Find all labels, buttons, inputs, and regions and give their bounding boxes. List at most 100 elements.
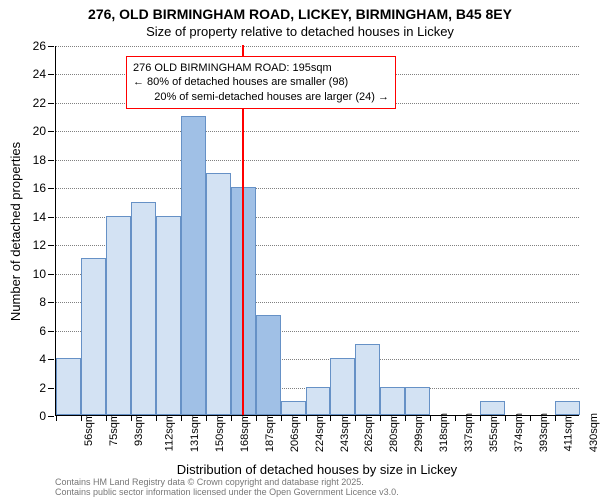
chart-container: 276, OLD BIRMINGHAM ROAD, LICKEY, BIRMIN…: [0, 0, 600, 500]
y-tick-label: 2: [39, 381, 46, 395]
x-tick-label: 393sqm: [538, 413, 550, 452]
x-tick: [480, 415, 481, 421]
histogram-bar: [256, 315, 281, 415]
x-tick-label: 262sqm: [364, 413, 376, 452]
x-tick-label: 355sqm: [488, 413, 500, 452]
x-tick: [81, 415, 82, 421]
chart-title-line1: 276, OLD BIRMINGHAM ROAD, LICKEY, BIRMIN…: [0, 6, 600, 22]
y-tick: [48, 46, 54, 47]
x-tick: [106, 415, 107, 421]
y-tick-label: 6: [39, 324, 46, 338]
y-tick-label: 12: [33, 238, 46, 252]
annotation-line: 276 OLD BIRMINGHAM ROAD: 195sqm: [133, 61, 389, 75]
x-tick-label: 318sqm: [438, 413, 450, 452]
y-tick: [48, 103, 54, 104]
y-tick: [48, 359, 54, 360]
gridline: [56, 131, 579, 132]
annotation-line: 20% of semi-detached houses are larger (…: [133, 90, 389, 104]
x-tick-label: 243sqm: [339, 413, 351, 452]
x-tick: [181, 415, 182, 421]
gridline: [56, 46, 579, 47]
x-tick: [380, 415, 381, 421]
x-tick: [306, 415, 307, 421]
x-tick-label: 374sqm: [513, 413, 525, 452]
x-tick-label: 411sqm: [562, 413, 574, 451]
annotation-box: 276 OLD BIRMINGHAM ROAD: 195sqm← 80% of …: [126, 56, 396, 109]
y-tick: [48, 416, 54, 417]
y-tick: [48, 302, 54, 303]
x-tick: [231, 415, 232, 421]
x-tick-label: 430sqm: [588, 413, 600, 452]
x-tick: [530, 415, 531, 421]
x-tick-label: 168sqm: [239, 413, 251, 452]
y-tick: [48, 217, 54, 218]
footer-attribution: Contains HM Land Registry data © Crown c…: [55, 478, 399, 498]
x-tick-label: 187sqm: [264, 413, 276, 452]
x-tick-label: 93sqm: [133, 413, 145, 446]
x-tick: [555, 415, 556, 421]
histogram-bar: [306, 387, 331, 415]
histogram-bar: [555, 401, 580, 415]
histogram-bar: [405, 387, 430, 415]
x-tick: [430, 415, 431, 421]
y-tick-label: 24: [33, 67, 46, 81]
chart-title-line2: Size of property relative to detached ho…: [0, 24, 600, 39]
y-tick: [48, 388, 54, 389]
histogram-bar: [156, 216, 181, 415]
histogram-bar: [106, 216, 131, 415]
y-tick-label: 14: [33, 210, 46, 224]
x-tick: [206, 415, 207, 421]
footer-line2: Contains public sector information licen…: [55, 488, 399, 498]
x-tick-label: 299sqm: [414, 413, 426, 452]
x-tick-label: 150sqm: [214, 413, 226, 452]
y-tick-label: 10: [33, 267, 46, 281]
x-tick-label: 112sqm: [163, 413, 175, 451]
histogram-bar: [206, 173, 231, 415]
histogram-bar: [56, 358, 81, 415]
x-tick: [455, 415, 456, 421]
y-tick: [48, 74, 54, 75]
plot-inner: 0246810121416182022242656sqm75sqm93sqm11…: [55, 46, 579, 416]
histogram-bar: [81, 258, 106, 415]
y-axis-label: Number of detached properties: [9, 141, 24, 320]
histogram-bar: [355, 344, 380, 415]
y-tick-label: 4: [39, 352, 46, 366]
y-tick: [48, 274, 54, 275]
gridline: [56, 160, 579, 161]
y-tick-label: 20: [33, 124, 46, 138]
y-tick-label: 22: [33, 96, 46, 110]
x-tick: [256, 415, 257, 421]
y-tick-label: 0: [39, 409, 46, 423]
x-axis-label: Distribution of detached houses by size …: [55, 462, 579, 477]
histogram-bar: [281, 401, 306, 415]
x-tick: [131, 415, 132, 421]
y-tick-label: 16: [33, 181, 46, 195]
y-tick-label: 26: [33, 39, 46, 53]
y-axis-label-wrap: Number of detached properties: [8, 46, 24, 416]
plot-area: 0246810121416182022242656sqm75sqm93sqm11…: [55, 46, 579, 416]
x-tick-label: 56sqm: [83, 413, 95, 446]
histogram-bar: [181, 116, 206, 415]
x-tick-label: 75sqm: [108, 413, 120, 446]
x-tick-label: 206sqm: [289, 413, 301, 452]
x-tick: [505, 415, 506, 421]
histogram-bar: [480, 401, 505, 415]
y-tick: [48, 331, 54, 332]
histogram-bar: [131, 202, 156, 415]
gridline: [56, 188, 579, 189]
y-tick: [48, 131, 54, 132]
y-tick: [48, 160, 54, 161]
x-tick-label: 224sqm: [314, 413, 326, 452]
x-tick: [355, 415, 356, 421]
x-tick-label: 280sqm: [389, 413, 401, 452]
x-tick: [405, 415, 406, 421]
y-tick: [48, 188, 54, 189]
histogram-bar: [330, 358, 355, 415]
y-tick-label: 8: [39, 295, 46, 309]
x-tick: [330, 415, 331, 421]
histogram-bar: [380, 387, 405, 415]
x-tick-label: 131sqm: [189, 413, 201, 452]
x-tick-label: 337sqm: [463, 413, 475, 452]
x-tick: [281, 415, 282, 421]
x-tick: [56, 415, 57, 421]
